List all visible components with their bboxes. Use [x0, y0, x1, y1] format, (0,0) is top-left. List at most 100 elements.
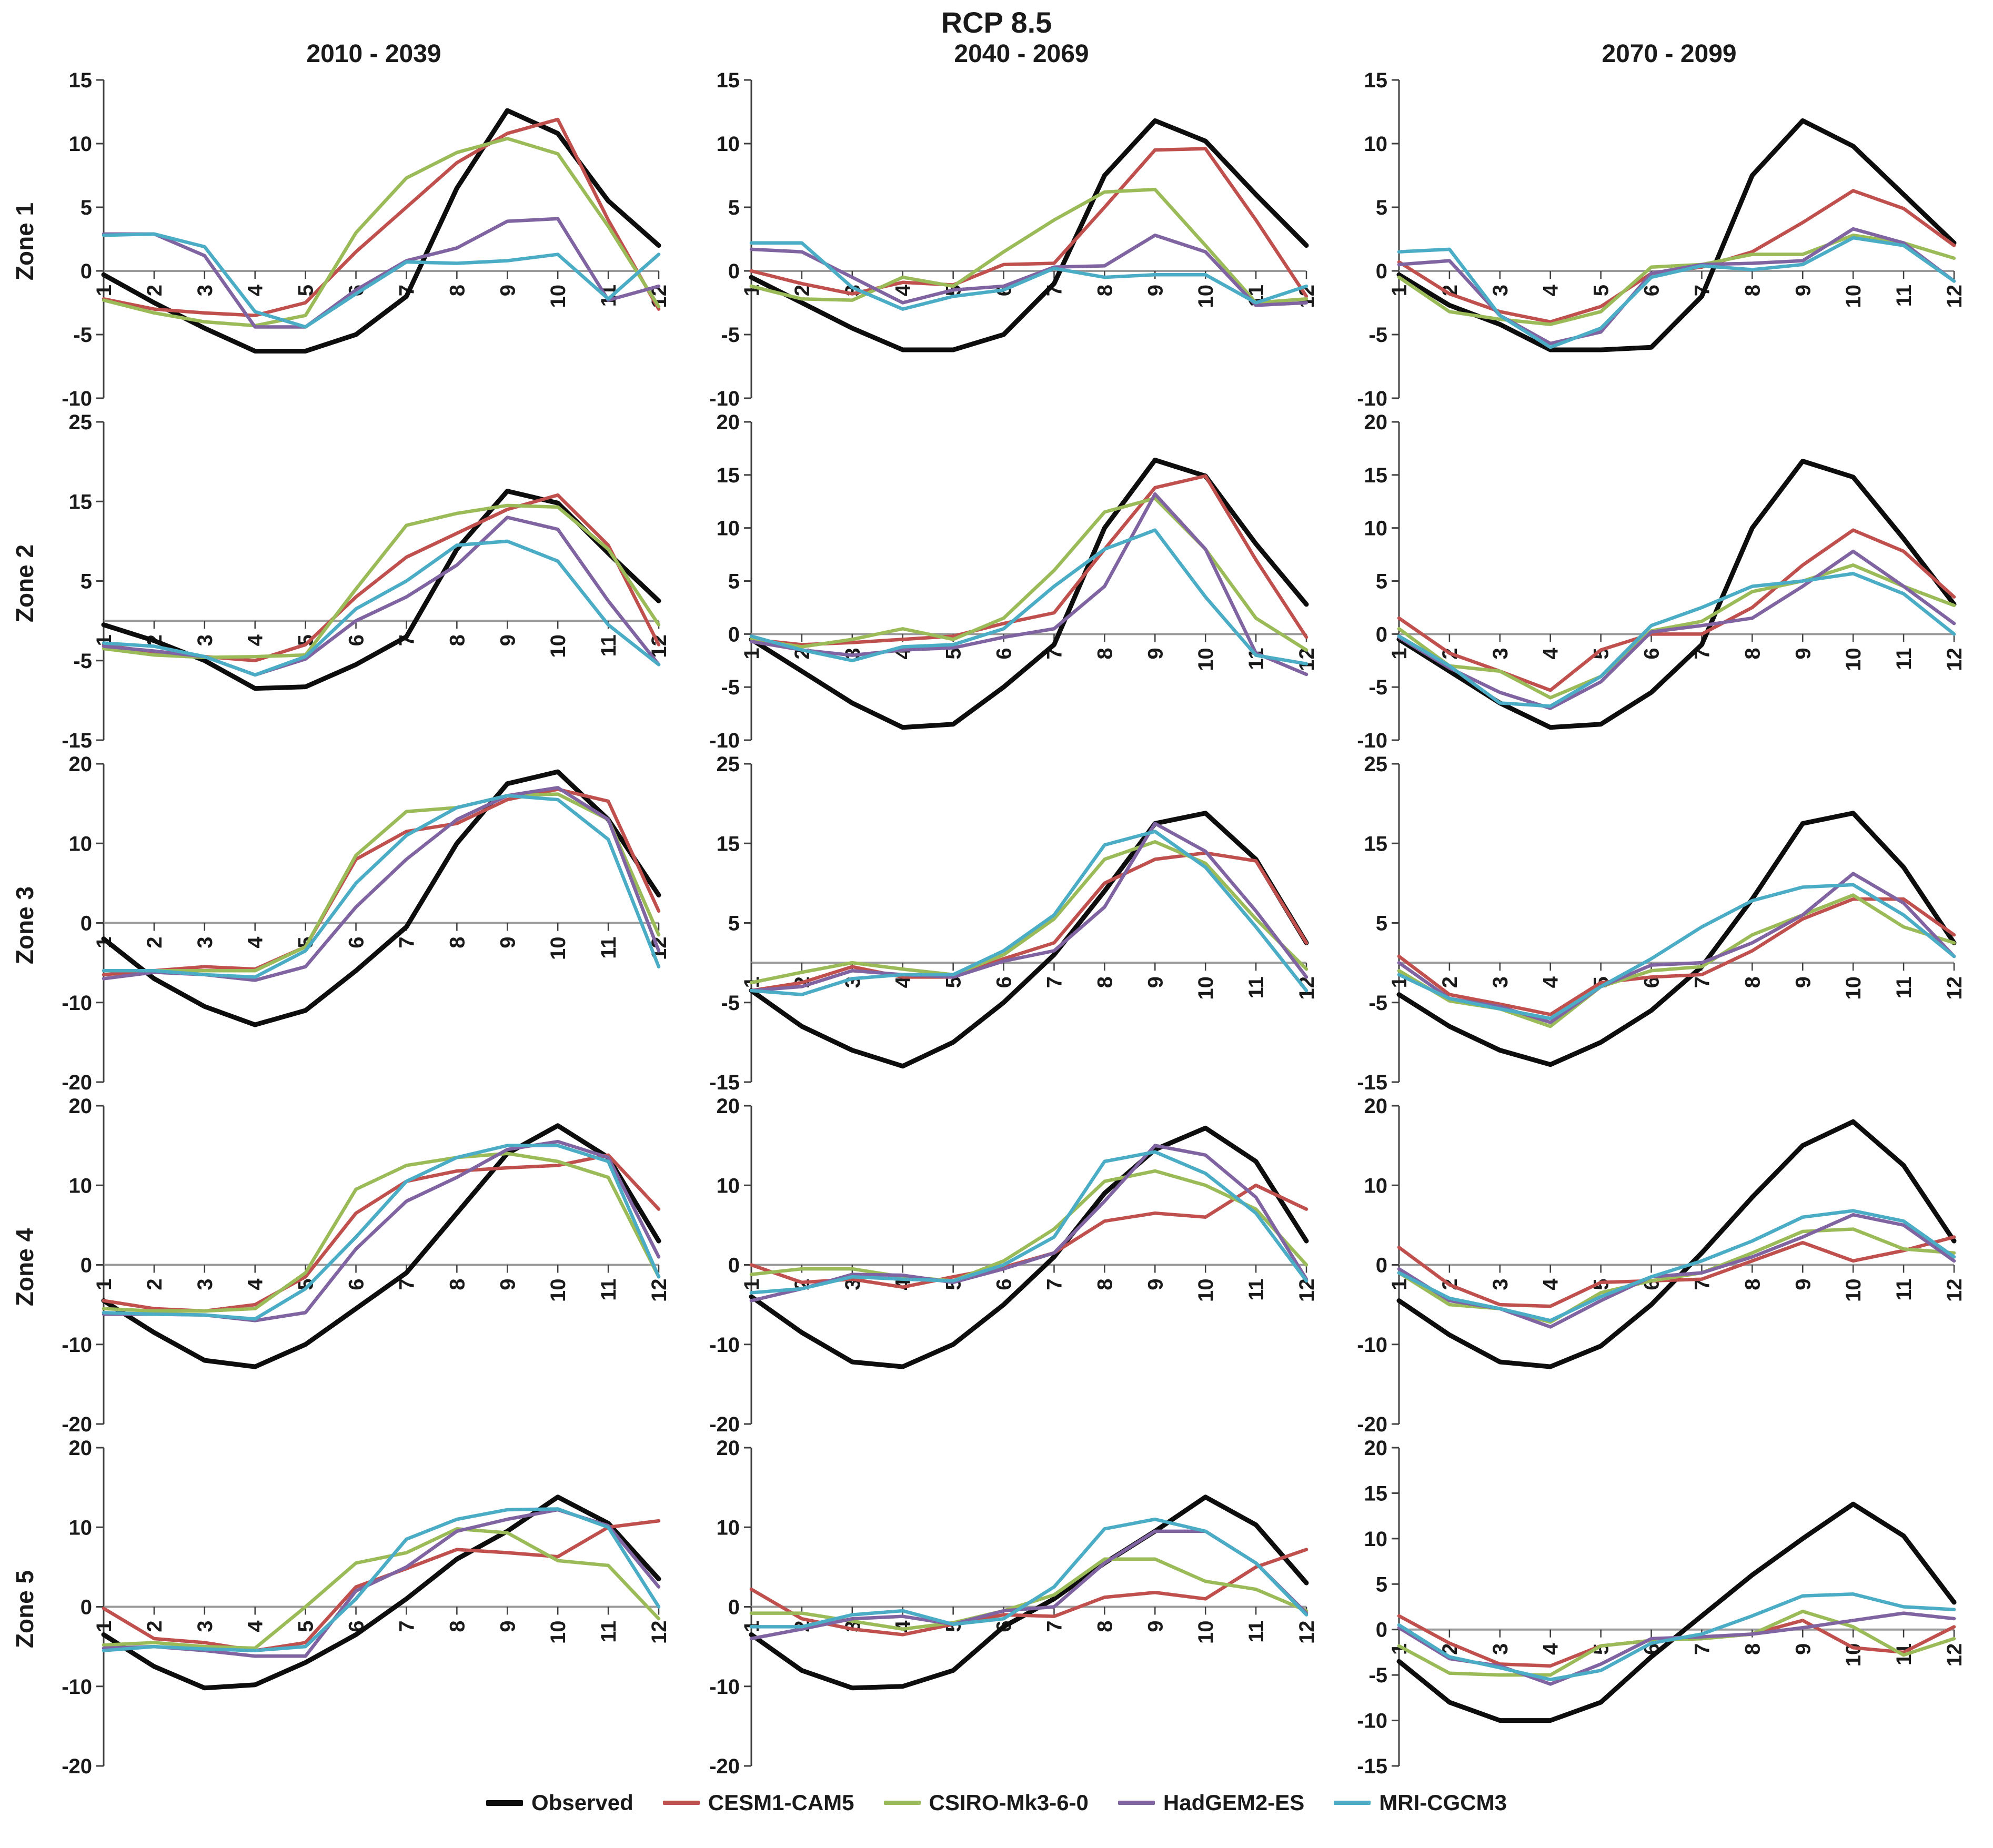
series-hadgem2-es — [749, 822, 1308, 993]
x-tick-label: 9 — [1791, 285, 1815, 296]
x-tick-label: 12 — [1295, 1279, 1318, 1302]
y-tick-label: 25 — [69, 412, 93, 434]
x-tick-label: 12 — [1943, 285, 1966, 308]
series-csiro-mk3-6-0 — [102, 1527, 661, 1650]
x-tick-label: 9 — [1791, 648, 1815, 659]
y-tick-label: -5 — [1368, 324, 1387, 347]
x-tick-label: 10 — [1194, 1621, 1217, 1644]
legend-item-cesm1-cam5: CESM1-CAM5 — [662, 1790, 854, 1815]
y-tick-label: -10 — [62, 1334, 92, 1357]
series-csiro-mk3-6-0 — [749, 496, 1308, 652]
x-tick-label: 10 — [547, 1621, 570, 1644]
x-tick-label: 8 — [446, 634, 469, 646]
x-tick-label: 10 — [1842, 976, 1865, 1000]
x-tick-label: 5 — [1590, 648, 1613, 659]
x-tick-label: 1 — [740, 648, 763, 659]
x-tick-label: 5 — [295, 1621, 318, 1632]
y-tick-label: -10 — [62, 1675, 92, 1699]
y-tick-label: 20 — [1364, 412, 1388, 434]
series-observed — [1396, 459, 1957, 730]
series-observed — [749, 1125, 1309, 1369]
y-tick-label: 10 — [1364, 1174, 1388, 1197]
legend-label: CESM1-CAM5 — [708, 1790, 854, 1815]
chart-cell-zone-1-2040-2069: 15 10 5 0 -5 -10 1 2 3 4 5 6 7 8 9 10 11 12 — [698, 69, 1345, 412]
x-tick-label: 4 — [1539, 648, 1563, 660]
y-tick-label: 10 — [69, 1516, 93, 1539]
y-tick-label: 5 — [1376, 570, 1387, 593]
series-cesm1-cam5 — [749, 147, 1308, 298]
zone-label-text: Zone 3 — [11, 886, 39, 965]
y-tick-label: 5 — [1376, 912, 1387, 935]
series-observed — [1396, 118, 1957, 352]
x-tick-label: 1 — [93, 285, 116, 296]
x-tick-label: 12 — [1943, 1279, 1966, 1302]
x-tick-label: 9 — [1791, 1643, 1815, 1655]
x-tick-label: 8 — [446, 1621, 469, 1632]
y-tick-label: -10 — [1357, 1710, 1387, 1733]
x-tick-label: 6 — [345, 937, 368, 948]
y-tick-label: 25 — [1364, 754, 1388, 776]
x-tick-label: 12 — [648, 1621, 671, 1644]
x-tick-label: 9 — [1144, 1279, 1167, 1290]
x-tick-label: 7 — [1043, 976, 1066, 988]
y-tick-label: 5 — [728, 570, 740, 593]
x-tick-label: 12 — [1943, 976, 1966, 1000]
y-tick-label: 5 — [80, 196, 92, 219]
y-tick-label: 0 — [728, 1596, 740, 1619]
x-tick-label: 6 — [993, 976, 1016, 988]
series-mri-cgcm3 — [102, 1507, 661, 1652]
legend-item-csiro-mk3-6-0: CSIRO-Mk3-6-0 — [883, 1790, 1089, 1815]
x-tick-label: 10 — [1842, 1279, 1865, 1302]
series-cesm1-cam5 — [749, 1184, 1308, 1289]
x-tick-label: 4 — [1539, 976, 1563, 988]
series-csiro-mk3-6-0 — [102, 792, 661, 973]
x-tick-label: 10 — [547, 285, 570, 308]
y-tick-label: 5 — [80, 570, 92, 593]
series-mri-cgcm3 — [102, 539, 661, 677]
series-csiro-mk3-6-0 — [749, 1169, 1308, 1283]
x-tick-label: 10 — [1194, 648, 1217, 671]
zone-label-text: Zone 4 — [11, 1228, 39, 1307]
y-tick-label: 0 — [728, 260, 740, 283]
column-header-period-2: 2040 - 2069 — [954, 39, 1089, 68]
y-tick-label: -10 — [1357, 1334, 1387, 1357]
y-tick-label: -10 — [1357, 729, 1387, 752]
legend: Observed CESM1-CAM5 CSIRO-Mk3-6-0 HadGEM2-E… — [0, 1780, 1993, 1825]
x-tick-label: 9 — [1144, 648, 1167, 659]
series-observed — [101, 1123, 661, 1369]
y-tick-label: 15 — [1364, 464, 1388, 487]
x-tick-label: 10 — [1194, 976, 1217, 1000]
chart-cell-zone-4-2010-2039: 20 10 0 -10 -20 1 2 3 4 5 6 7 8 9 10 11 12 — [50, 1095, 698, 1438]
x-tick-label: 1 — [1388, 1643, 1411, 1655]
legend-swatch-cesm1-cam5 — [662, 1801, 700, 1805]
x-tick-label: 7 — [1690, 976, 1714, 988]
x-tick-label: 3 — [1489, 648, 1512, 659]
series-csiro-mk3-6-0 — [1397, 563, 1956, 700]
x-tick-label: 2 — [143, 1621, 166, 1632]
x-tick-label: 11 — [1893, 1279, 1916, 1301]
y-tick-label: 5 — [1376, 196, 1387, 219]
x-tick-label: 7 — [395, 1279, 418, 1290]
x-tick-label: 9 — [496, 285, 519, 296]
y-tick-label: 20 — [69, 1438, 93, 1460]
x-tick-label: 9 — [496, 634, 519, 646]
series-observed — [1396, 811, 1957, 1067]
x-tick-label: 12 — [1943, 648, 1966, 671]
series-mri-cgcm3 — [1397, 1592, 1956, 1682]
x-tick-label: 3 — [1489, 285, 1512, 296]
x-tick-label: 7 — [395, 937, 418, 948]
x-tick-label: 11 — [597, 1621, 620, 1643]
chart-cell-zone-4-2070-2099: 20 10 0 -10 -20 1 2 3 4 5 6 7 8 9 10 11 12 — [1345, 1095, 1993, 1438]
y-tick-label: 10 — [717, 517, 740, 540]
series-hadgem2-es — [1397, 549, 1956, 710]
x-tick-label: 3 — [194, 937, 217, 948]
series-cesm1-cam5 — [749, 474, 1308, 647]
x-tick-label: 8 — [446, 285, 469, 296]
series-mri-cgcm3 — [102, 232, 661, 329]
